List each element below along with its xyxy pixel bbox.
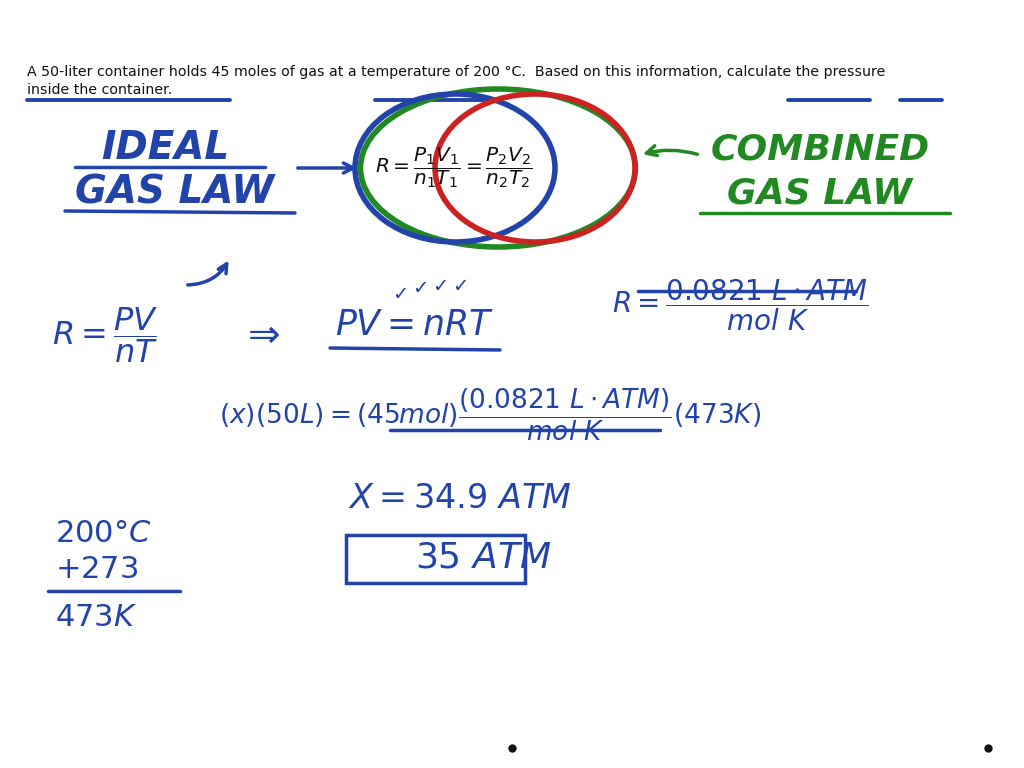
Text: $(x)(50L) = (45mol)\dfrac{(0.0821 \ L \cdot ATM)}{mol \ K}(473K)$: $(x)(50L) = (45mol)\dfrac{(0.0821 \ L \c… [219,387,761,443]
Text: $X = 34.9 \ ATM$: $X = 34.9 \ ATM$ [348,482,571,515]
Text: $R = \dfrac{P_1V_1}{n_1T_1} = \dfrac{P_2V_2}{n_2T_2}$: $R = \dfrac{P_1V_1}{n_1T_1} = \dfrac{P_2… [375,146,532,190]
Text: $200\degree C$: $200\degree C$ [55,518,152,548]
Text: $\checkmark$: $\checkmark$ [392,283,408,303]
Text: $R = \dfrac{0.0821 \ L \cdot ATM}{mol \ K}$: $R = \dfrac{0.0821 \ L \cdot ATM}{mol \ … [611,277,868,333]
Text: $R = \dfrac{PV}{nT}$: $R = \dfrac{PV}{nT}$ [52,305,159,365]
Text: $473K$: $473K$ [55,603,137,631]
Text: A 50-liter container holds 45 moles of gas at a temperature of 200 °C.  Based on: A 50-liter container holds 45 moles of g… [27,65,886,98]
Text: $\checkmark$: $\checkmark$ [413,277,427,296]
Text: GAS LAW: GAS LAW [76,173,274,211]
Text: $PV = nRT$: $PV = nRT$ [336,308,495,342]
Text: $35 \ ATM$: $35 \ ATM$ [415,541,552,575]
Text: $+273$: $+273$ [55,555,138,584]
Text: GAS LAW: GAS LAW [727,176,912,210]
Text: COMBINED: COMBINED [711,133,930,167]
Text: $\checkmark$: $\checkmark$ [453,274,468,293]
Text: $\Rightarrow$: $\Rightarrow$ [240,316,281,354]
Text: IDEAL: IDEAL [101,129,229,167]
Text: $\checkmark$: $\checkmark$ [432,274,447,293]
